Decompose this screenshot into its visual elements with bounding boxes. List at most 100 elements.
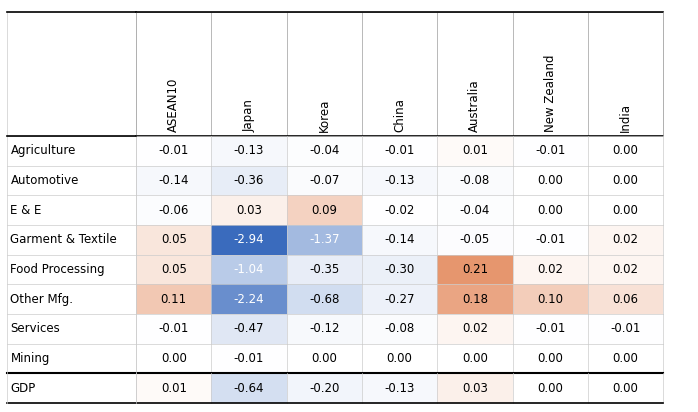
- Text: 0.09: 0.09: [311, 204, 337, 217]
- Text: -1.37: -1.37: [309, 233, 339, 246]
- Bar: [211, 255, 287, 284]
- Text: -0.01: -0.01: [158, 144, 189, 157]
- Text: 0.01: 0.01: [462, 144, 488, 157]
- Text: 0.00: 0.00: [613, 352, 639, 365]
- Text: 0.05: 0.05: [161, 233, 186, 246]
- Bar: [362, 225, 437, 255]
- Bar: [588, 344, 663, 373]
- Text: 0.00: 0.00: [613, 144, 639, 157]
- Text: 0.21: 0.21: [462, 263, 488, 276]
- Text: -0.64: -0.64: [234, 382, 265, 395]
- Text: -0.02: -0.02: [385, 204, 415, 217]
- Text: 0.02: 0.02: [462, 322, 488, 335]
- Text: -2.94: -2.94: [234, 233, 265, 246]
- Text: -0.14: -0.14: [158, 174, 189, 187]
- Text: 0.00: 0.00: [537, 204, 563, 217]
- Text: -0.20: -0.20: [309, 382, 339, 395]
- Text: 0.00: 0.00: [462, 352, 488, 365]
- Bar: [287, 225, 362, 255]
- Bar: [136, 284, 211, 314]
- Bar: [287, 373, 362, 403]
- Bar: [211, 166, 287, 195]
- Bar: [437, 373, 512, 403]
- Text: 0.00: 0.00: [161, 352, 186, 365]
- Bar: [287, 166, 362, 195]
- Text: -0.01: -0.01: [385, 144, 415, 157]
- Text: -0.13: -0.13: [234, 144, 265, 157]
- Text: -0.05: -0.05: [460, 233, 490, 246]
- Text: -0.04: -0.04: [460, 204, 490, 217]
- Bar: [362, 195, 437, 225]
- Bar: [211, 344, 287, 373]
- Text: Services: Services: [10, 322, 60, 335]
- Text: -0.01: -0.01: [535, 233, 565, 246]
- Text: 0.00: 0.00: [613, 174, 639, 187]
- Text: 0.11: 0.11: [161, 293, 187, 306]
- Bar: [287, 344, 362, 373]
- Bar: [287, 195, 362, 225]
- Bar: [437, 314, 512, 344]
- Text: 0.01: 0.01: [161, 382, 187, 395]
- Bar: [287, 255, 362, 284]
- Bar: [588, 284, 663, 314]
- Bar: [512, 12, 588, 136]
- Text: Other Mfg.: Other Mfg.: [10, 293, 73, 306]
- Bar: [287, 12, 362, 136]
- Bar: [362, 166, 437, 195]
- Text: -0.27: -0.27: [385, 293, 415, 306]
- Text: Agriculture: Agriculture: [10, 144, 76, 157]
- Text: 0.00: 0.00: [537, 382, 563, 395]
- Bar: [437, 225, 512, 255]
- Text: 0.00: 0.00: [613, 382, 639, 395]
- Bar: [136, 136, 211, 166]
- Bar: [512, 195, 588, 225]
- Bar: [437, 166, 512, 195]
- Text: 0.02: 0.02: [612, 233, 639, 246]
- Text: 0.06: 0.06: [612, 293, 639, 306]
- Bar: [136, 255, 211, 284]
- Bar: [588, 166, 663, 195]
- Bar: [136, 166, 211, 195]
- Bar: [362, 314, 437, 344]
- Text: -0.14: -0.14: [385, 233, 415, 246]
- Bar: [588, 255, 663, 284]
- Text: 0.02: 0.02: [537, 263, 563, 276]
- Text: China: China: [393, 98, 406, 132]
- Bar: [437, 12, 512, 136]
- Bar: [437, 344, 512, 373]
- Bar: [287, 314, 362, 344]
- Text: Japan: Japan: [242, 99, 255, 132]
- Bar: [512, 284, 588, 314]
- Bar: [211, 373, 287, 403]
- Text: -0.04: -0.04: [309, 144, 339, 157]
- Text: Mining: Mining: [10, 352, 50, 365]
- Text: -0.36: -0.36: [234, 174, 265, 187]
- Text: 0.05: 0.05: [161, 263, 186, 276]
- Bar: [588, 136, 663, 166]
- Text: -1.04: -1.04: [234, 263, 265, 276]
- Text: 0.00: 0.00: [613, 204, 639, 217]
- Bar: [362, 136, 437, 166]
- Bar: [437, 255, 512, 284]
- Text: -0.08: -0.08: [460, 174, 490, 187]
- Bar: [362, 344, 437, 373]
- Bar: [512, 344, 588, 373]
- Text: Food Processing: Food Processing: [10, 263, 105, 276]
- Text: -0.08: -0.08: [385, 322, 415, 335]
- Bar: [512, 166, 588, 195]
- Text: Garment & Textile: Garment & Textile: [10, 233, 117, 246]
- Bar: [512, 373, 588, 403]
- Bar: [512, 225, 588, 255]
- Text: -0.06: -0.06: [158, 204, 189, 217]
- Text: -0.35: -0.35: [309, 263, 339, 276]
- Bar: [437, 195, 512, 225]
- Text: -0.01: -0.01: [158, 322, 189, 335]
- Bar: [588, 12, 663, 136]
- Text: ASEAN10: ASEAN10: [168, 77, 180, 132]
- Text: -2.24: -2.24: [234, 293, 265, 306]
- Text: 0.02: 0.02: [612, 263, 639, 276]
- Bar: [287, 136, 362, 166]
- Text: Automotive: Automotive: [10, 174, 79, 187]
- Text: 0.03: 0.03: [462, 382, 488, 395]
- Bar: [512, 314, 588, 344]
